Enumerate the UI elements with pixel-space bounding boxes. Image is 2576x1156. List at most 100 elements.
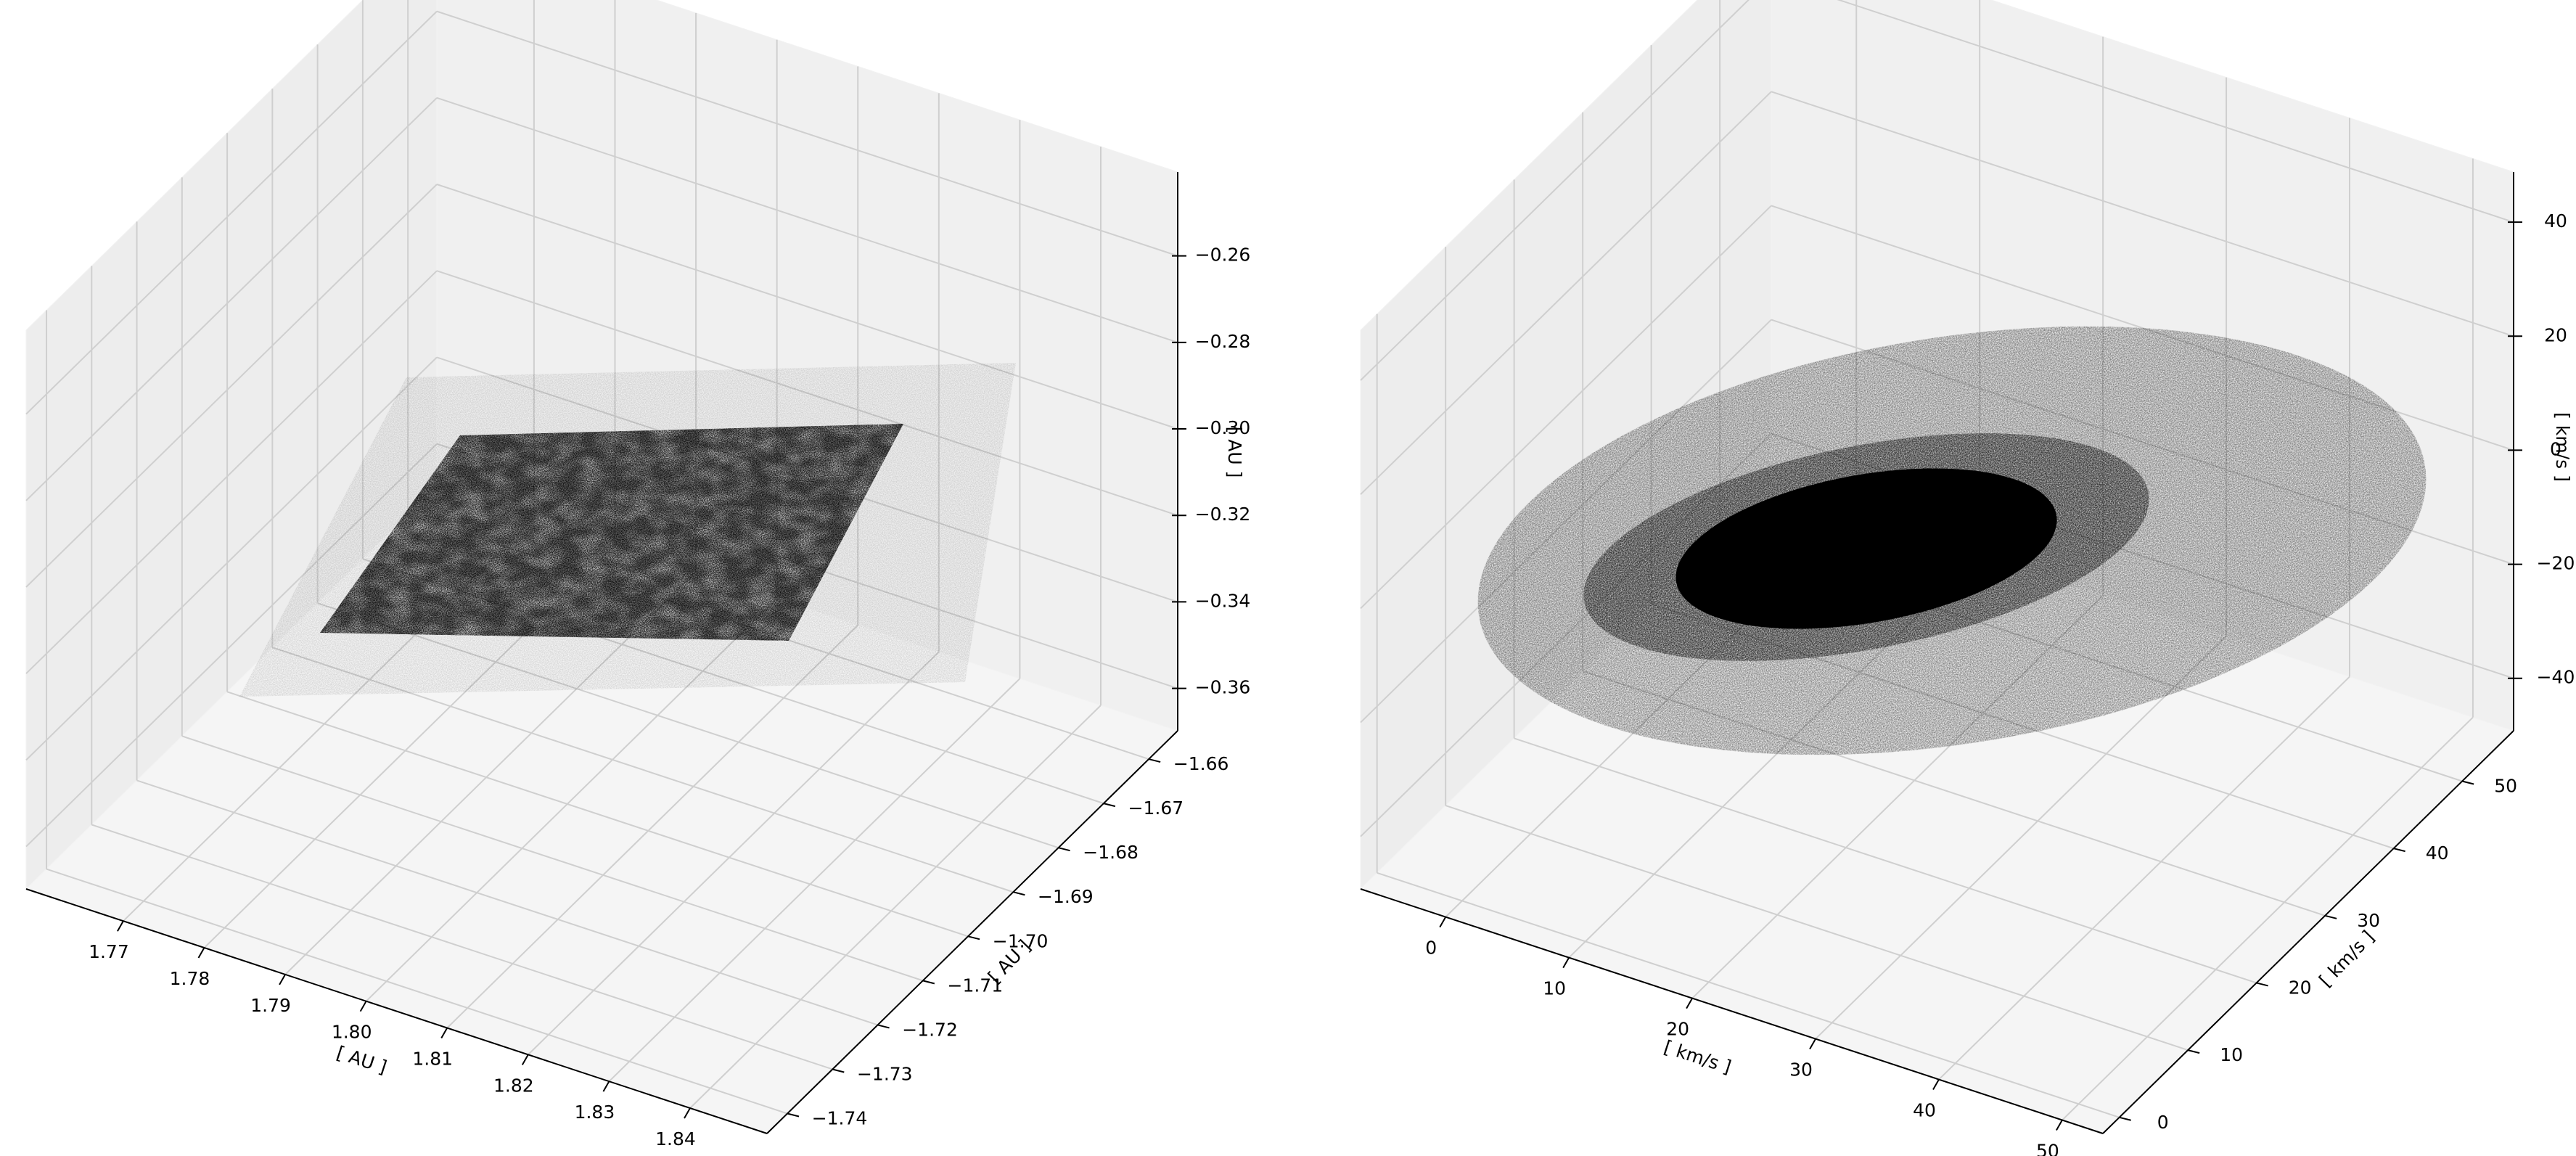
y-tick bbox=[2393, 848, 2405, 853]
grid-line bbox=[436, 10, 1178, 257]
x-tick-label: 1.78 bbox=[170, 968, 210, 989]
grid-line bbox=[446, 624, 858, 1029]
y-tick bbox=[2119, 1116, 2131, 1121]
grid-line bbox=[181, 735, 924, 982]
grid-line bbox=[1837, 0, 2514, 224]
x-tick bbox=[1439, 917, 1447, 928]
grid-line bbox=[1360, 91, 1772, 495]
x-axis-line bbox=[25, 888, 768, 1134]
y-tick-label: −1.72 bbox=[902, 1019, 958, 1040]
point-cloud-left bbox=[239, 363, 1016, 697]
y-tick bbox=[2324, 914, 2337, 919]
y-tick-label: −1.66 bbox=[1173, 753, 1229, 774]
z-tick-label: 20 bbox=[2544, 324, 2567, 345]
y-tick-label: 20 bbox=[2289, 977, 2312, 998]
grid-line bbox=[226, 691, 969, 938]
y-tick-label: −1.69 bbox=[1038, 886, 1094, 907]
z-tick-label: −20 bbox=[2537, 553, 2575, 574]
x-tick-label: 1.81 bbox=[412, 1049, 453, 1070]
y-tick bbox=[967, 935, 980, 940]
y-tick bbox=[2187, 1049, 2200, 1054]
z-tick-label: −0.32 bbox=[1195, 504, 1251, 525]
x-tick bbox=[1562, 957, 1570, 969]
grid-line bbox=[25, 270, 438, 674]
x-tick bbox=[117, 920, 124, 932]
y-tick bbox=[2256, 982, 2268, 987]
y-tick-label: −1.73 bbox=[857, 1063, 913, 1084]
axes: 1.77 1.78 1.79 1.80 1.81 1.82 1.83 1.84 −1.74 −1.… bbox=[25, 172, 2575, 1156]
y-tick-label: −1.67 bbox=[1128, 798, 1184, 819]
grid-line bbox=[436, 97, 1178, 343]
x-tick-label: 50 bbox=[2036, 1141, 2059, 1156]
y-tick-label: −1.68 bbox=[1083, 842, 1139, 863]
grid-line bbox=[1377, 872, 2120, 1118]
x-tick bbox=[1809, 1038, 1816, 1050]
x-tick bbox=[2056, 1120, 2063, 1131]
z-tick-label: −0.26 bbox=[1195, 245, 1251, 266]
x-tick-label: 30 bbox=[1789, 1059, 1813, 1081]
grid-line bbox=[436, 184, 1178, 430]
y-tick bbox=[1103, 803, 1116, 808]
y-tick bbox=[787, 1112, 800, 1118]
x-tick-label: 40 bbox=[1913, 1100, 1936, 1121]
axis-label: [ km/s ] bbox=[2315, 926, 2378, 991]
y-tick bbox=[1013, 891, 1025, 896]
y-tick-label: 0 bbox=[2157, 1112, 2169, 1133]
x-tick bbox=[1932, 1079, 1940, 1091]
axis-label: [ AU ] bbox=[334, 1042, 389, 1078]
x-axis-line bbox=[1360, 888, 2104, 1134]
x-tick bbox=[602, 1081, 610, 1092]
z-tick-label: −0.34 bbox=[1195, 590, 1251, 611]
grid-line bbox=[608, 678, 1021, 1082]
y-tick-label: 10 bbox=[2220, 1044, 2243, 1065]
grid-line bbox=[528, 651, 940, 1056]
x-tick-label: 20 bbox=[1666, 1019, 1689, 1040]
x-tick bbox=[440, 1028, 448, 1039]
grid-line bbox=[136, 779, 878, 1026]
y-tick bbox=[877, 1024, 890, 1029]
x-tick-label: 1.77 bbox=[89, 941, 129, 962]
y-tick bbox=[2461, 780, 2474, 785]
cloud-texture bbox=[320, 424, 903, 641]
x-tick-label: 1.84 bbox=[655, 1128, 696, 1149]
y-tick-label: 30 bbox=[2357, 910, 2380, 931]
y-tick bbox=[1148, 758, 1161, 763]
x-tick bbox=[279, 974, 286, 985]
cloud-inner bbox=[1675, 468, 2057, 629]
y-tick-label: −1.71 bbox=[948, 975, 1004, 996]
grid-line bbox=[1360, 0, 1750, 381]
grid-line bbox=[1815, 635, 2227, 1040]
y-tick-label: −1.70 bbox=[993, 930, 1049, 951]
grid-line bbox=[25, 356, 438, 761]
grid-line bbox=[91, 824, 833, 1070]
grid-line bbox=[25, 10, 438, 415]
point-cloud-right bbox=[1477, 326, 2427, 755]
axis-label: [ AU ] bbox=[1224, 427, 1245, 478]
x-tick bbox=[1686, 998, 1693, 1009]
z-tick-label: −0.28 bbox=[1195, 331, 1251, 352]
x-tick bbox=[684, 1107, 691, 1119]
axis-label: [ km/s ] bbox=[1661, 1036, 1734, 1078]
y-tick-label: −1.74 bbox=[812, 1108, 868, 1129]
z-tick-label: 0 bbox=[2550, 438, 2561, 459]
y-tick bbox=[922, 980, 935, 985]
axis-label: [ km/s ] bbox=[2552, 412, 2573, 482]
grid-line bbox=[25, 97, 438, 501]
z-tick-label: −0.36 bbox=[1195, 677, 1251, 698]
grid-line bbox=[1514, 737, 2257, 984]
grid-line bbox=[46, 868, 788, 1115]
y-axis-line bbox=[2102, 730, 2514, 1134]
z-tick-label: −0.30 bbox=[1195, 417, 1251, 438]
x-tick bbox=[359, 1001, 367, 1012]
x-tick-label: 1.82 bbox=[493, 1075, 534, 1096]
y-tick bbox=[832, 1068, 845, 1073]
x-tick-label: 1.80 bbox=[332, 1022, 372, 1043]
x-tick-label: 10 bbox=[1543, 978, 1566, 999]
y-tick-label: 50 bbox=[2494, 775, 2517, 796]
grid-line bbox=[1360, 205, 1772, 610]
grid-line bbox=[689, 705, 1102, 1109]
y-axis-line bbox=[766, 730, 1178, 1134]
grid-line bbox=[1445, 805, 2189, 1052]
